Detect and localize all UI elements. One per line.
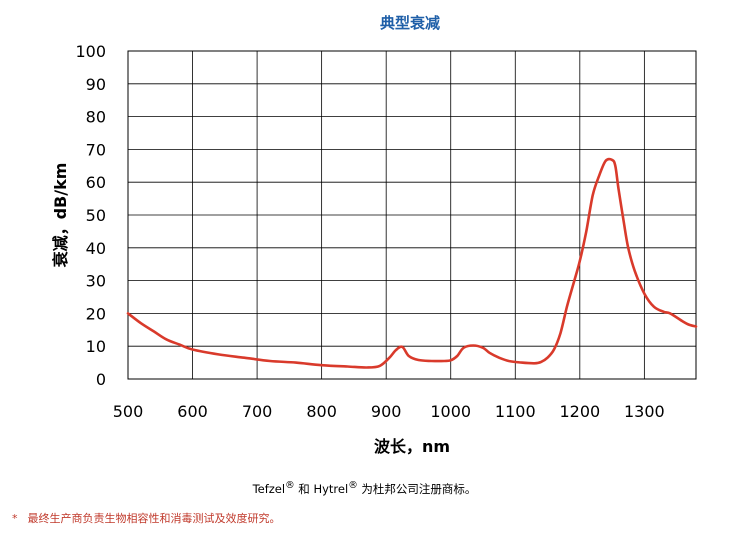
registered-mark-1: ® bbox=[285, 480, 295, 491]
y-tick-label: 50 bbox=[86, 206, 106, 225]
trademark-note: Tefzel® 和 Hytrel® 为杜邦公司注册商标。 bbox=[0, 480, 729, 497]
chart-title: 典型衰减 bbox=[380, 14, 440, 32]
footnote: * 最终生产商负责生物相容性和消毒测试及效度研究。 bbox=[12, 510, 281, 526]
attenuation-chart: 典型衰减 0 10 20 30 40 50 60 70 80 90 100 500 600 700 800… bbox=[51, 14, 698, 456]
y-axis-label: 衰减，dB/km bbox=[51, 163, 70, 269]
x-tick-label: 600 bbox=[177, 402, 208, 421]
y-tick-label: 90 bbox=[86, 75, 106, 94]
footnote-marker: * bbox=[12, 512, 18, 525]
plot-area bbox=[127, 50, 697, 380]
registered-mark-2: ® bbox=[348, 480, 358, 491]
y-tick-label: 20 bbox=[86, 304, 106, 323]
x-axis-label: 波长，nm bbox=[374, 437, 450, 456]
grid-lines bbox=[128, 51, 696, 379]
y-tick-label: 30 bbox=[86, 272, 106, 291]
y-tick-label: 100 bbox=[75, 42, 106, 61]
y-tick-labels: 0 10 20 30 40 50 60 70 80 90 100 bbox=[75, 42, 106, 389]
x-tick-label: 1300 bbox=[624, 402, 665, 421]
x-tick-labels: 500 600 700 800 900 1000 1100 1200 1300 bbox=[113, 402, 665, 421]
y-tick-label: 10 bbox=[86, 337, 106, 356]
x-tick-label: 900 bbox=[371, 402, 402, 421]
x-tick-label: 1200 bbox=[559, 402, 600, 421]
y-tick-label: 60 bbox=[86, 173, 106, 192]
x-tick-label: 1100 bbox=[495, 402, 536, 421]
y-tick-label: 70 bbox=[86, 140, 106, 159]
y-tick-label: 80 bbox=[86, 108, 106, 127]
trademark-tefzel: Tefzel bbox=[252, 481, 286, 496]
trademark-hytrel: 和 Hytrel bbox=[294, 481, 349, 496]
x-tick-label: 800 bbox=[306, 402, 337, 421]
x-tick-label: 1000 bbox=[430, 402, 471, 421]
y-tick-label: 0 bbox=[96, 370, 106, 389]
attenuation-series-line bbox=[126, 157, 698, 369]
footnote-text: 最终生产商负责生物相容性和消毒测试及效度研究。 bbox=[27, 512, 281, 525]
x-tick-label: 500 bbox=[113, 402, 144, 421]
y-tick-label: 40 bbox=[86, 239, 106, 258]
x-tick-label: 700 bbox=[242, 402, 273, 421]
trademark-owner: 为杜邦公司注册商标。 bbox=[357, 481, 477, 496]
